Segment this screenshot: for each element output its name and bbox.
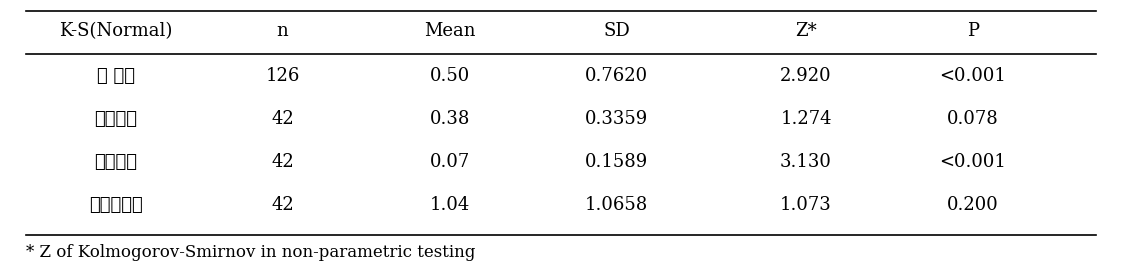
Text: 0.07: 0.07 [430,153,470,171]
Text: 잌가지밀둥: 잌가지밀둥 [89,196,142,214]
Text: 2.920: 2.920 [780,68,831,85]
Text: 3.130: 3.130 [780,153,831,171]
Text: 쳙 샘플: 쳙 샘플 [96,68,135,85]
Text: 1.04: 1.04 [430,196,470,214]
Text: P: P [967,22,980,40]
Text: <0.001: <0.001 [939,68,1006,85]
Text: 0.50: 0.50 [430,68,470,85]
Text: 0.200: 0.200 [947,196,999,214]
Text: n: n [277,22,288,40]
Text: 0.3359: 0.3359 [585,110,649,128]
Text: Mean: Mean [424,22,476,40]
Text: 126: 126 [266,68,300,85]
Text: 1.073: 1.073 [780,196,831,214]
Text: 0.1589: 0.1589 [585,153,649,171]
Text: 1.0658: 1.0658 [585,196,649,214]
Text: 42: 42 [272,153,294,171]
Text: 가시밀둥: 가시밀둥 [94,110,137,128]
Text: 42: 42 [272,110,294,128]
Text: 42: 42 [272,196,294,214]
Text: Z*: Z* [795,22,817,40]
Text: 0.7620: 0.7620 [585,68,649,85]
Text: * Z of Kolmogorov-Smirnov in non-parametric testing: * Z of Kolmogorov-Smirnov in non-paramet… [27,244,476,261]
Text: <0.001: <0.001 [939,153,1006,171]
Text: 0.078: 0.078 [947,110,999,128]
Text: 0.38: 0.38 [430,110,470,128]
Text: K-S(Normal): K-S(Normal) [58,22,172,40]
Text: 1.274: 1.274 [780,110,831,128]
Text: 가지표면: 가지표면 [94,153,137,171]
Text: SD: SD [604,22,631,40]
